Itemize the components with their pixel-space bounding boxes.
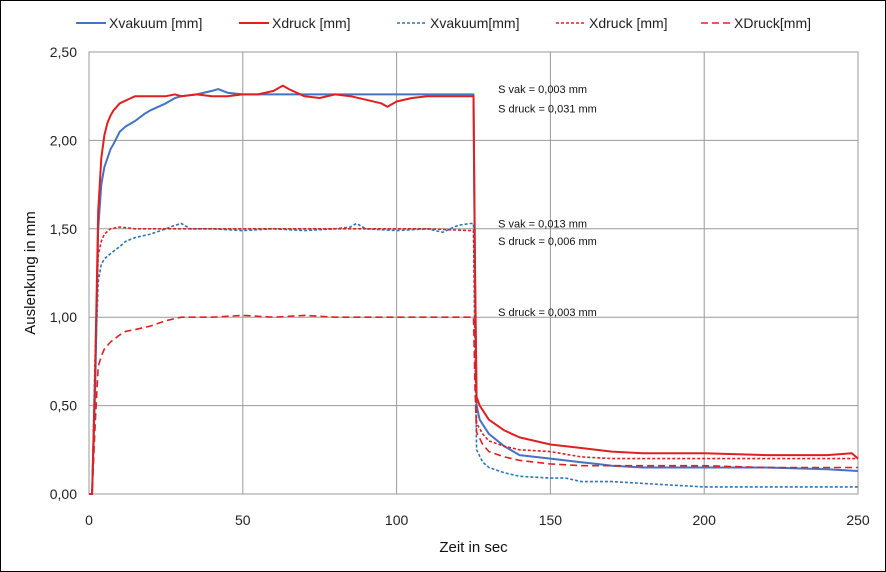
annotation-label: S vak = 0,003 mm bbox=[498, 84, 587, 96]
x-tick-label: 0 bbox=[85, 512, 93, 528]
legend-entry-2: Xdruck [mm] bbox=[272, 15, 351, 31]
y-tick-label: 0,00 bbox=[50, 486, 77, 502]
legend-entry-4: Xdruck [mm] bbox=[589, 15, 668, 31]
y-tick-label: 2,50 bbox=[50, 44, 77, 60]
y-axis-title: Auslenkung in mm bbox=[22, 211, 39, 334]
x-tick-label: 200 bbox=[693, 512, 717, 528]
x-axis: 0 50 100 150 200 250 bbox=[85, 512, 870, 528]
x-tick-label: 100 bbox=[385, 512, 409, 528]
annotation-label: S vak = 0,013 mm bbox=[498, 218, 587, 230]
grid bbox=[88, 51, 859, 495]
series-line-3 bbox=[89, 222, 858, 495]
legend-entry-5: XDruck[mm] bbox=[734, 15, 811, 31]
x-tick-label: 50 bbox=[235, 512, 251, 528]
annotations: S vak = 0,003 mm S druck = 0,031 mm S vak … bbox=[498, 84, 597, 319]
series-layer bbox=[89, 84, 859, 495]
y-tick-label: 1,00 bbox=[50, 309, 77, 325]
legend-entry-1: Xvakuum [mm] bbox=[109, 15, 202, 31]
series-line-2 bbox=[89, 84, 859, 495]
y-tick-label: 2,00 bbox=[50, 132, 77, 148]
annotation-label: S druck = 0,006 mm bbox=[498, 236, 597, 248]
series-line-5 bbox=[89, 314, 858, 495]
y-axis: 0,00 0,50 1,00 1,50 2,00 2,50 bbox=[50, 44, 77, 502]
y-tick-label: 0,50 bbox=[50, 398, 77, 414]
legend: Xvakuum [mm] Xdruck [mm] Xvakuum[mm] Xdruck… bbox=[76, 15, 811, 31]
legend-entry-3: Xvakuum[mm] bbox=[430, 15, 519, 31]
x-tick-label: 250 bbox=[846, 512, 870, 528]
x-axis-title: Zeit in sec bbox=[439, 539, 508, 556]
x-tick-label: 150 bbox=[539, 512, 563, 528]
y-tick-label: 1,50 bbox=[50, 221, 77, 237]
annotation-label: S druck = 0,003 mm bbox=[498, 307, 597, 319]
annotation-label: S druck = 0,031 mm bbox=[498, 104, 597, 116]
